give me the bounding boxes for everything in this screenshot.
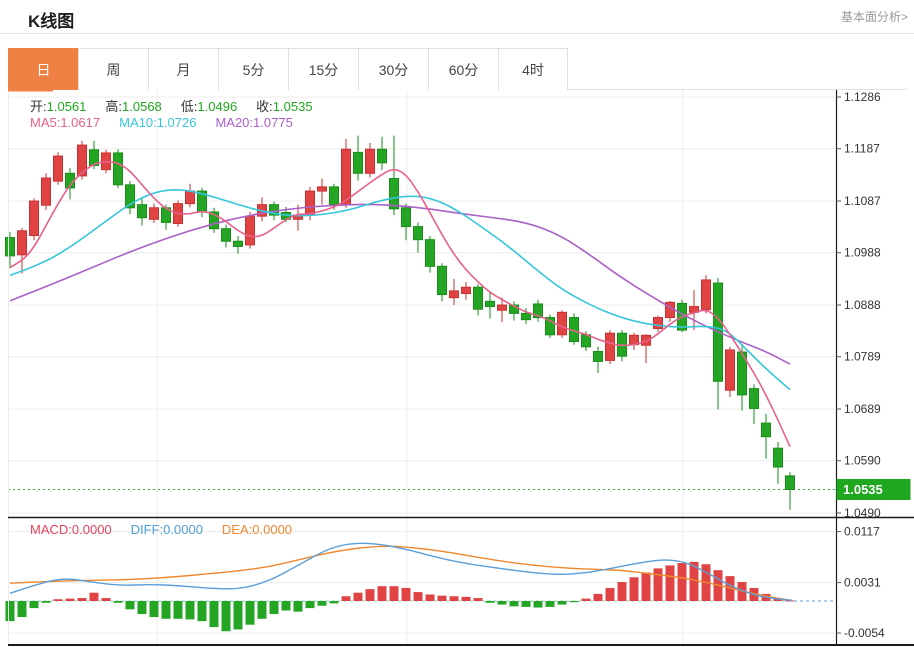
legend-value: 1.0568 xyxy=(122,99,162,114)
legend-label: 高: xyxy=(105,99,123,114)
tab-period-7[interactable]: 4时 xyxy=(498,48,568,90)
axis-label: 1.1087 xyxy=(844,194,881,208)
gridlines xyxy=(8,88,836,645)
dea-line xyxy=(9,545,793,602)
axis-label: 1.0988 xyxy=(844,246,881,260)
current-price-badge: 1.0535 xyxy=(836,478,911,500)
legend-label: 收: xyxy=(256,99,273,114)
legend-value: 1.0617 xyxy=(60,115,101,130)
legend-value: 0.0000 xyxy=(252,522,293,537)
tab-period-4[interactable]: 15分 xyxy=(288,48,358,90)
legend-value: 1.0496 xyxy=(197,99,238,114)
axis-label: -0.0054 xyxy=(844,626,885,640)
tab-period-3[interactable]: 5分 xyxy=(218,48,288,90)
ohlc-legend-item-2: 低:1.0496 xyxy=(181,99,237,114)
legend-value: 1.0535 xyxy=(272,99,313,114)
ohlc-legend: 开:1.0561 高:1.0568 低:1.0496 收:1.0535 xyxy=(30,96,332,115)
axis-label: 1.0689 xyxy=(844,402,881,416)
page-title: K线图 xyxy=(28,12,75,31)
tab-period-2[interactable]: 月 xyxy=(148,48,218,90)
period-tab-bar: 日周月 5分 15分 30分 60分 4时 xyxy=(8,48,906,90)
candles xyxy=(5,135,795,510)
axis-label: 0.0031 xyxy=(844,576,881,590)
legend-label: DIFF: xyxy=(130,522,164,537)
legend-value: 1.0726 xyxy=(156,115,197,130)
legend-value: 1.0775 xyxy=(253,115,293,130)
ma-legend-item-0: MA5:1.0617 xyxy=(30,115,100,130)
title-divider xyxy=(0,33,914,34)
tab-period-1[interactable]: 周 xyxy=(78,48,148,90)
legend-label: MA20: xyxy=(215,115,254,130)
ma-legend: MA5:1.0617 MA10:1.0726 MA20:1.0775 xyxy=(30,115,312,130)
legend-value: 1.0561 xyxy=(46,99,87,114)
axis-label: 0.0117 xyxy=(844,525,880,539)
ohlc-legend-item-0: 开:1.0561 xyxy=(30,99,86,114)
legend-label: MA10: xyxy=(119,115,157,130)
fundamental-analysis-link[interactable]: 基本面分析> xyxy=(840,10,908,24)
macd-legend-item-2: DEA:0.0000 xyxy=(222,522,292,537)
axis-label: 1.0590 xyxy=(844,454,881,468)
legend-label: 低: xyxy=(180,99,198,114)
axis-label: 1.0888 xyxy=(844,298,881,312)
axis-label: 1.0789 xyxy=(844,350,881,364)
current-price-label: 1.0535 xyxy=(843,482,883,497)
legend-value: 0.0000 xyxy=(163,522,203,537)
tab-period-0[interactable]: 日 xyxy=(8,48,78,90)
tab-period-5[interactable]: 30分 xyxy=(358,48,428,90)
ma-legend-item-1: MA10:1.0726 xyxy=(119,115,196,130)
axis-label: 1.0490 xyxy=(844,506,881,520)
ma5-line xyxy=(9,160,791,447)
legend-label: MACD: xyxy=(30,522,72,537)
ohlc-legend-item-3: 收:1.0535 xyxy=(256,99,312,114)
legend-label: MA5: xyxy=(30,115,61,130)
legend-label: DEA: xyxy=(221,522,253,537)
chart-plot-area[interactable] xyxy=(8,88,836,645)
macd-legend-item-1: DIFF:0.0000 xyxy=(131,522,203,537)
ma10-line xyxy=(9,189,791,391)
ma-legend-item-2: MA20:1.0775 xyxy=(215,115,292,130)
axis-label: 1.1286 xyxy=(844,90,881,104)
ohlc-legend-item-1: 高:1.0568 xyxy=(105,99,161,114)
ma20-line xyxy=(9,203,791,365)
legend-label: 开: xyxy=(30,99,47,114)
macd-legend: MACD:0.0000 DIFF:0.0000 DEA:0.0000 xyxy=(30,522,311,537)
legend-value: 0.0000 xyxy=(71,522,112,537)
tab-period-6[interactable]: 60分 xyxy=(428,48,498,90)
diff-line xyxy=(9,542,793,602)
axis-label: 1.1187 xyxy=(844,142,880,156)
macd-legend-item-0: MACD:0.0000 xyxy=(30,522,112,537)
active-tab-marker xyxy=(8,88,53,92)
